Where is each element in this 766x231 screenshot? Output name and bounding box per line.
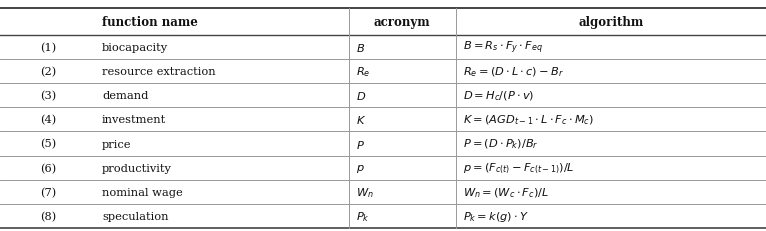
Text: (2): (2)	[40, 67, 56, 77]
Text: $P$: $P$	[356, 138, 365, 150]
Text: $B = R_s \cdot F_y \cdot F_{eq}$: $B = R_s \cdot F_y \cdot F_{eq}$	[463, 40, 543, 56]
Text: (8): (8)	[40, 211, 56, 221]
Text: (1): (1)	[40, 43, 56, 53]
Text: function name: function name	[102, 16, 198, 29]
Text: $K = (AGD_{t-1} \cdot L \cdot F_c \cdot M_c)$: $K = (AGD_{t-1} \cdot L \cdot F_c \cdot …	[463, 113, 594, 127]
Text: (6): (6)	[40, 163, 56, 173]
Text: demand: demand	[102, 91, 149, 101]
Text: acronym: acronym	[374, 16, 430, 29]
Text: $p = (F_{c(t)} - F_{c(t-1)})/L$: $p = (F_{c(t)} - F_{c(t-1)})/L$	[463, 161, 575, 175]
Text: $R_e$: $R_e$	[356, 65, 371, 79]
Text: price: price	[102, 139, 132, 149]
Text: (3): (3)	[40, 91, 56, 101]
Text: $P_k = k(g) \cdot Y$: $P_k = k(g) \cdot Y$	[463, 209, 529, 223]
Text: nominal wage: nominal wage	[102, 187, 182, 197]
Text: $p$: $p$	[356, 162, 365, 174]
Text: speculation: speculation	[102, 211, 169, 221]
Text: (4): (4)	[40, 115, 56, 125]
Text: $D$: $D$	[356, 90, 366, 102]
Text: $R_e = (D \cdot L \cdot c) - B_r$: $R_e = (D \cdot L \cdot c) - B_r$	[463, 65, 565, 79]
Text: $K$: $K$	[356, 114, 366, 126]
Text: $P = (D \cdot P_k)/B_r$: $P = (D \cdot P_k)/B_r$	[463, 137, 539, 151]
Text: resource extraction: resource extraction	[102, 67, 215, 77]
Text: $D = H_c/(P \cdot v)$: $D = H_c/(P \cdot v)$	[463, 89, 535, 103]
Text: (5): (5)	[40, 139, 56, 149]
Text: (7): (7)	[40, 187, 56, 197]
Text: productivity: productivity	[102, 163, 172, 173]
Text: investment: investment	[102, 115, 166, 125]
Text: $W_n$: $W_n$	[356, 185, 374, 199]
Text: $B$: $B$	[356, 42, 365, 54]
Text: biocapacity: biocapacity	[102, 43, 168, 53]
Text: algorithm: algorithm	[578, 16, 643, 29]
Text: $W_n = (W_c \cdot F_c)/L$: $W_n = (W_c \cdot F_c)/L$	[463, 185, 549, 199]
Text: $P_k$: $P_k$	[356, 209, 370, 223]
